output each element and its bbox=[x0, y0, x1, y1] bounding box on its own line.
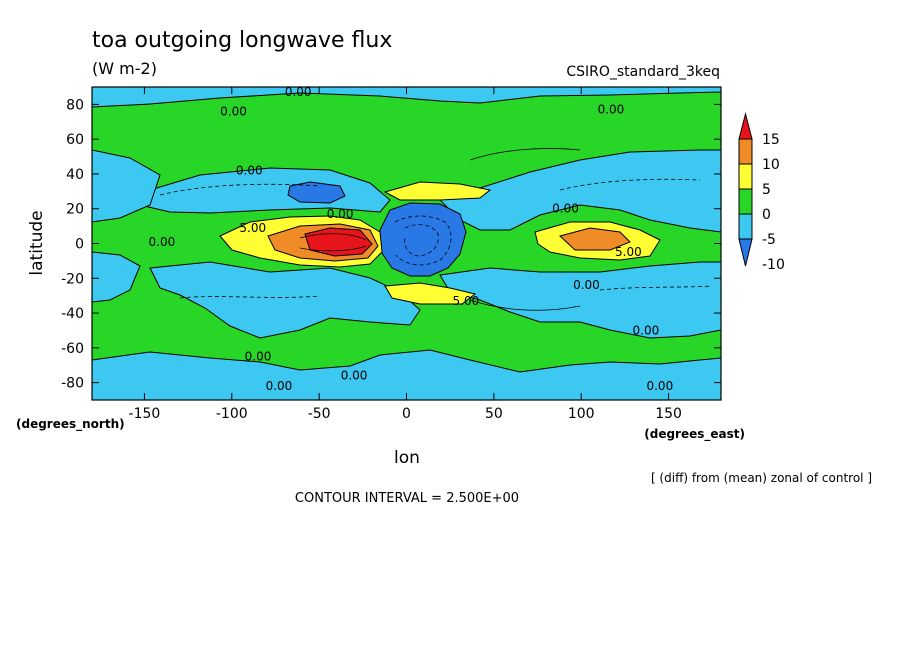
contour-label: 5.00 bbox=[239, 221, 266, 235]
colorbar-bottom-triangle bbox=[738, 238, 753, 267]
contour-label: 0.00 bbox=[236, 163, 263, 177]
x-tick-label: 50 bbox=[485, 406, 503, 422]
y-axis-label: latitude bbox=[27, 210, 47, 275]
colorbar-band bbox=[738, 213, 753, 240]
x-axis-label: lon bbox=[394, 448, 420, 468]
contour-label: 0.00 bbox=[266, 379, 293, 393]
x-tick-label: -50 bbox=[308, 406, 331, 422]
footer-note: [ (diff) from (mean) zonal of control ] bbox=[651, 471, 872, 485]
x-tick-label: -150 bbox=[129, 406, 161, 422]
y-tick-label: 20 bbox=[66, 202, 84, 218]
contour-label: 0.00 bbox=[633, 323, 660, 337]
contour-label: 0.00 bbox=[327, 207, 354, 221]
plot-area: 0.00 0.00 0.00 0.00 0.00 0.00 0.00 5.00 5.00 0.00… bbox=[92, 85, 721, 400]
contour-interval-note: CONTOUR INTERVAL = 2.500E+00 bbox=[295, 491, 519, 506]
y-tick-label: 0 bbox=[75, 237, 84, 253]
contour-label: 0.00 bbox=[598, 103, 625, 117]
contour-label: 0.00 bbox=[552, 202, 579, 216]
colorbar-band bbox=[738, 163, 753, 190]
chart-title: toa outgoing longwave flux bbox=[92, 28, 392, 53]
colorbar-top-triangle bbox=[738, 112, 753, 140]
x-tick-label: 0 bbox=[402, 406, 411, 422]
contour-label: 0.00 bbox=[573, 278, 600, 292]
chart-units: (W m-2) bbox=[92, 59, 157, 78]
y-tick-label: -60 bbox=[61, 341, 84, 357]
x-tick-label: 100 bbox=[568, 406, 595, 422]
contour-label: 0.00 bbox=[220, 104, 247, 118]
y-tick-label: -40 bbox=[61, 306, 84, 322]
contour-label: 0.00 bbox=[646, 379, 673, 393]
negative-regions-blue bbox=[287, 181, 467, 277]
colorbar-label: 5 bbox=[762, 182, 771, 198]
contour-label: 0.00 bbox=[245, 350, 272, 364]
colorbar-label: -10 bbox=[762, 257, 785, 273]
contour-lines-dashed bbox=[159, 178, 713, 299]
y-tick-label: 60 bbox=[66, 132, 84, 148]
contour-label: 5.00 bbox=[615, 245, 642, 259]
x-tick-label: 150 bbox=[655, 406, 682, 422]
contour-label: 5.00 bbox=[453, 294, 480, 308]
chart-subtitle-right: CSIRO_standard_3keq bbox=[566, 64, 720, 80]
y-tick-label: 40 bbox=[66, 167, 84, 183]
y-unit-note: (degrees_north) bbox=[16, 417, 125, 432]
colorbar-label: 0 bbox=[762, 207, 771, 223]
contour-labels: 0.00 0.00 0.00 0.00 0.00 0.00 0.00 5.00 5.00 0.00… bbox=[149, 85, 674, 393]
x-tick-label: -100 bbox=[216, 406, 248, 422]
colorbar-label: -5 bbox=[762, 232, 776, 248]
contour-lines-solid bbox=[299, 148, 581, 311]
y-axis: -80 -60 -40 -20 0 20 40 60 80 bbox=[61, 97, 721, 392]
y-tick-label: -80 bbox=[61, 376, 84, 392]
contour-label: 0.00 bbox=[149, 235, 176, 249]
x-unit-note: (degrees_east) bbox=[644, 427, 745, 442]
y-tick-label: 80 bbox=[66, 97, 84, 113]
colorbar-band bbox=[738, 138, 753, 165]
contour-label: 0.00 bbox=[341, 369, 368, 383]
contour-label: 0.00 bbox=[285, 85, 312, 99]
x-axis: -150 -100 -50 0 50 100 150 bbox=[129, 87, 682, 422]
colorbar-label: 15 bbox=[762, 132, 780, 148]
negative-regions-cyan bbox=[92, 87, 721, 400]
y-tick-label: -20 bbox=[61, 271, 84, 287]
colorbar-label: 10 bbox=[762, 157, 780, 173]
colorbar: 15 10 5 0 -5 -10 bbox=[738, 112, 785, 273]
colorbar-band bbox=[738, 188, 753, 215]
